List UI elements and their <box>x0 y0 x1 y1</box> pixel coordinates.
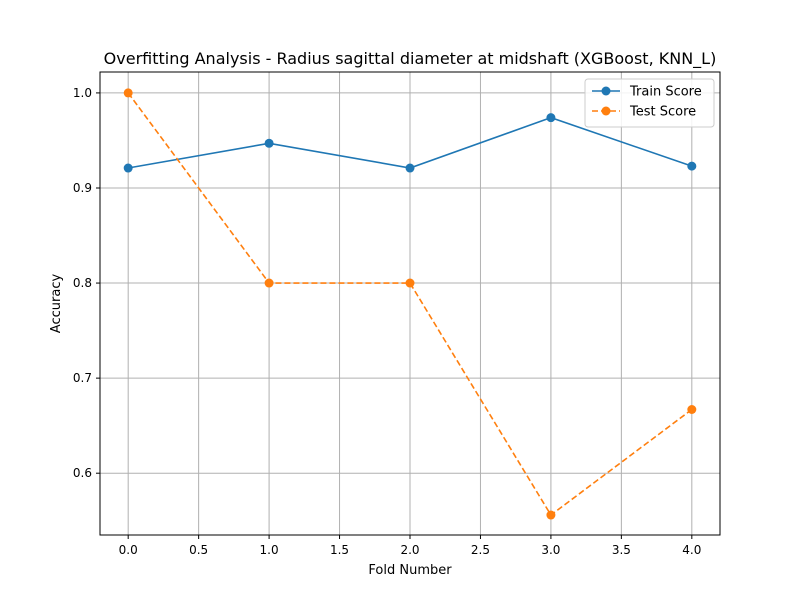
test-score-line <box>127 92 693 517</box>
legend-label: Train Score <box>629 85 702 100</box>
test-score-point <box>123 88 133 98</box>
series-test-score <box>123 88 697 520</box>
legend: Train Score Test Score <box>584 78 715 128</box>
series-layer <box>123 88 697 520</box>
x-tick-label: 1.5 <box>330 543 349 557</box>
x-tick-label: 2.0 <box>400 543 419 557</box>
legend-item-train-score: Train Score <box>592 85 702 100</box>
series-train-score <box>123 113 697 173</box>
x-tick-label: 1.0 <box>260 543 279 557</box>
legend-marker <box>601 106 611 116</box>
y-tick-label: 0.7 <box>73 371 92 385</box>
x-tick-label: 4.0 <box>682 543 701 557</box>
legend-label: Test Score <box>629 105 696 120</box>
y-axis-ticks: 0.6 0.7 0.8 0.9 1.0 <box>73 86 100 480</box>
x-axis-label: Fold Number <box>368 563 452 578</box>
x-tick-label: 3.0 <box>541 543 560 557</box>
train-score-point <box>264 138 274 148</box>
grid <box>100 72 720 535</box>
y-tick-label: 0.8 <box>73 276 92 290</box>
train-score-point <box>546 113 556 123</box>
y-tick-label: 0.6 <box>73 466 92 480</box>
train-score-point <box>405 163 415 173</box>
x-tick-label: 3.5 <box>612 543 631 557</box>
test-score-point <box>405 278 415 288</box>
y-tick-label: 0.9 <box>73 181 92 195</box>
test-score-point <box>687 405 697 415</box>
test-score-point <box>546 510 556 520</box>
x-tick-label: 2.5 <box>471 543 490 557</box>
x-tick-label: 0.5 <box>189 543 208 557</box>
train-score-point <box>123 163 133 173</box>
plot-frame <box>99 71 721 536</box>
y-axis-label: Accuracy <box>49 274 64 334</box>
y-tick-label: 1.0 <box>73 86 92 100</box>
legend-item-test-score: Test Score <box>592 105 696 120</box>
train-score-point <box>687 161 697 171</box>
legend-entries: Train Score Test Score <box>592 85 702 120</box>
legend-marker <box>601 86 611 96</box>
chart-title: Overfitting Analysis - Radius sagittal d… <box>104 49 717 69</box>
x-tick-label: 0.0 <box>119 543 138 557</box>
test-score-point <box>264 278 274 288</box>
x-axis-ticks: 0.0 0.5 1.0 1.5 2.0 2.5 3.0 3.5 4.0 <box>119 535 701 557</box>
